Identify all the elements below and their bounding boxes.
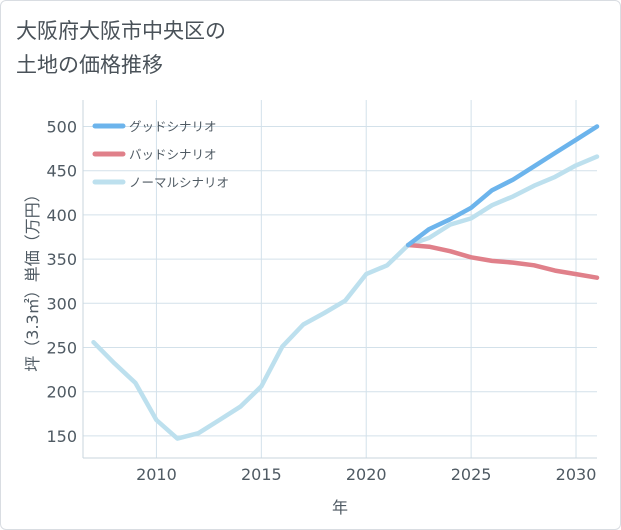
x-tick-label: 2030: [556, 465, 597, 484]
y-tick-label: 300: [46, 294, 77, 313]
y-tick-label: 150: [46, 427, 77, 446]
legend-item-2[interactable]: ノーマルシナリオ: [92, 175, 229, 190]
x-tick-label: 2020: [346, 465, 387, 484]
legend-item-1[interactable]: バッドシナリオ: [92, 147, 217, 162]
y-axis-title: 坪（3.3㎡）単価（万円）: [23, 186, 42, 371]
legend-label: ノーマルシナリオ: [129, 175, 229, 190]
legend-label: バッドシナリオ: [129, 147, 217, 162]
y-tick-label: 400: [46, 206, 77, 225]
series-lines: [91, 124, 600, 441]
chart-title: 大阪府大阪市中央区の 土地の価格推移: [16, 14, 226, 82]
y-tick-label: 500: [46, 118, 77, 137]
x-axis-title: 年: [332, 498, 348, 517]
series-line-2: [91, 154, 600, 441]
x-tick-label: 2025: [451, 465, 492, 484]
chart-title-line2: 土地の価格推移: [16, 53, 163, 77]
series-line-0: [405, 124, 600, 248]
x-tick-label: 2015: [241, 465, 282, 484]
gridlines: [83, 100, 597, 458]
y-tick-label: 250: [46, 339, 77, 358]
y-tick-label: 350: [46, 250, 77, 269]
legend-item-0[interactable]: グッドシナリオ: [92, 119, 217, 134]
axes: 2010 2015 2020 2025 2030 150 200 250 300 350 400 45…: [46, 100, 597, 484]
chart-title-line1: 大阪府大阪市中央区の: [16, 19, 226, 43]
legend-label: グッドシナリオ: [129, 119, 217, 134]
y-tick-label: 200: [46, 383, 77, 402]
series-line-1: [405, 242, 600, 280]
x-tick-label: 2010: [136, 465, 177, 484]
y-tick-label: 450: [46, 162, 77, 181]
